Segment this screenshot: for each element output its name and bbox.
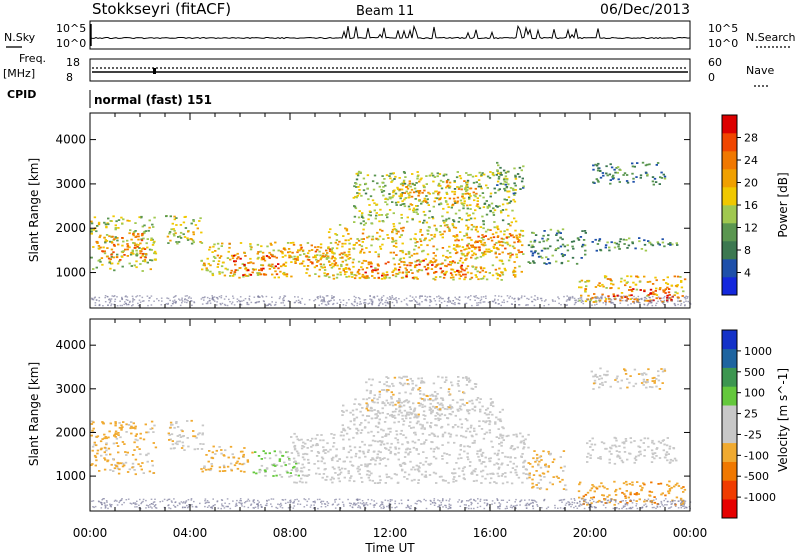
power-y-tick-label: 3000 [55,177,86,191]
power-region-2 [165,215,203,245]
time-tick-label: 08:00 [273,526,308,540]
time-tick-label: 20:00 [573,526,608,540]
time-axis-label: Time UT [364,541,415,554]
colorbar-tick-label: 25 [744,408,758,421]
power-x-ticks [89,113,691,308]
cpid-value: normal (fast) 151 [94,93,212,107]
velocity-region-4 [290,432,530,485]
power-y-tick-label: 2000 [55,221,86,235]
power-region-15 [591,237,679,252]
velocity-y-tick-label: 4000 [55,338,86,352]
velocity-region-7 [527,450,568,491]
power-region-11 [495,161,525,195]
power-colorbar-ticks: 28 24 20 16 12 8 4 [737,132,758,280]
velocity-colorbar-frame [721,329,738,519]
colorbar-tick-label: 12 [744,222,758,235]
freq-spike [153,68,156,74]
power-region-1 [95,233,148,261]
velocity-region-6 [365,375,480,417]
power-region-5 [281,246,336,266]
power-y-ticks: 1000 2000 3000 4000 [55,133,690,280]
velocity-region-0 [90,420,158,476]
nsky-panel [89,20,691,50]
velocity-y-tick-label: 3000 [55,382,86,396]
freq-unit-label: [MHz] [3,67,35,80]
velocity-x-ticks [89,319,691,511]
colorbar-tick-label: 1000 [744,345,772,358]
velocity-region-1 [167,419,205,451]
freq-label: Freq. [19,52,46,65]
beam-title: Beam 11 [356,4,414,19]
colorbar-tick-label: -1000 [744,491,776,504]
colorbar-tick-label: 20 [744,177,758,190]
velocity-colorbar-ticks: 1000 500 100 25 -25 -100 -500 -1000 [737,345,776,504]
velocity-colorbar-label: Velocity [m s^-1] [776,368,790,472]
nsky-tick-low: 10^0 [56,37,86,50]
velocity-region-5 [340,397,505,434]
time-tick-label: 04:00 [173,526,208,540]
nsearch-label: N.Search [746,31,796,44]
power-region-16 [592,161,667,186]
time-tick-labels: 00:00 04:00 08:00 12:00 16:00 20:00 00:00 [73,526,708,540]
power-region-14 [604,288,674,303]
colorbar-tick-label: -25 [744,428,762,441]
power-region-0 [90,215,158,272]
velocity-near-range-noise [91,498,692,510]
time-tick-label: 12:00 [373,526,408,540]
freq-tick-low: 8 [66,71,73,84]
power-region-3 [200,241,355,279]
power-region-6 [327,224,525,281]
power-region-10 [398,180,479,207]
power-region-12 [527,228,587,265]
power-region-13 [578,275,687,303]
velocity-region-2 [200,445,254,473]
nave-label: Nave [746,64,774,77]
time-tick-label: 00:00 [73,526,108,540]
nsky-trace [89,24,691,46]
date-title: 06/Dec/2013 [600,2,690,18]
colorbar-tick-label: 16 [744,199,758,212]
nave-tick-low: 0 [708,71,715,84]
velocity-data-layer [90,367,692,510]
freq-tick-high: 18 [66,56,80,69]
nave-tick-high: 60 [708,56,722,69]
time-tick-label: 16:00 [473,526,508,540]
nsky-right-tick-low: 10^0 [708,37,738,50]
power-y-axis-label: Slant Range [km] [27,158,41,262]
cpid-label: CPID [7,88,36,101]
velocity-y-tick-label: 1000 [55,469,86,483]
power-near-range-noise [91,295,692,307]
velocity-y-tick-label: 2000 [55,425,86,439]
colorbar-tick-label: 28 [744,132,758,145]
station-title: Stokkseyri (fitACF) [92,0,231,18]
colorbar-tick-label: -100 [744,449,769,462]
power-colorbar [722,115,737,296]
power-data-layer [90,161,692,307]
power-y-tick-label: 1000 [55,266,86,280]
power-region-9 [352,170,518,226]
colorbar-tick-label: 24 [744,154,758,167]
nsky-label: N.Sky [4,31,36,44]
colorbar-tick-label: 100 [744,387,765,400]
velocity-y-axis-label: Slant Range [km] [27,362,41,466]
velocity-region-9 [586,436,678,465]
colorbar-tick-label: -500 [744,470,769,483]
velocity-colorbar [722,330,737,519]
power-y-tick-label: 4000 [55,133,86,147]
velocity-region-3 [252,450,305,478]
velocity-region-10 [590,367,667,390]
time-tick-label: 00:00 [673,526,708,540]
velocity-y-ticks: 1000 2000 3000 4000 [55,338,690,483]
power-region-4 [229,254,280,276]
power-region-7 [357,259,467,279]
nsky-tick-high: 10^5 [56,22,86,35]
power-region-8 [454,233,524,257]
nsky-right-tick-high: 10^5 [708,22,738,35]
colorbar-tick-label: 8 [744,244,751,257]
power-colorbar-label: Power [dB] [776,172,790,237]
freq-panel [89,58,691,82]
colorbar-tick-label: 4 [744,267,751,280]
colorbar-tick-label: 500 [744,366,765,379]
